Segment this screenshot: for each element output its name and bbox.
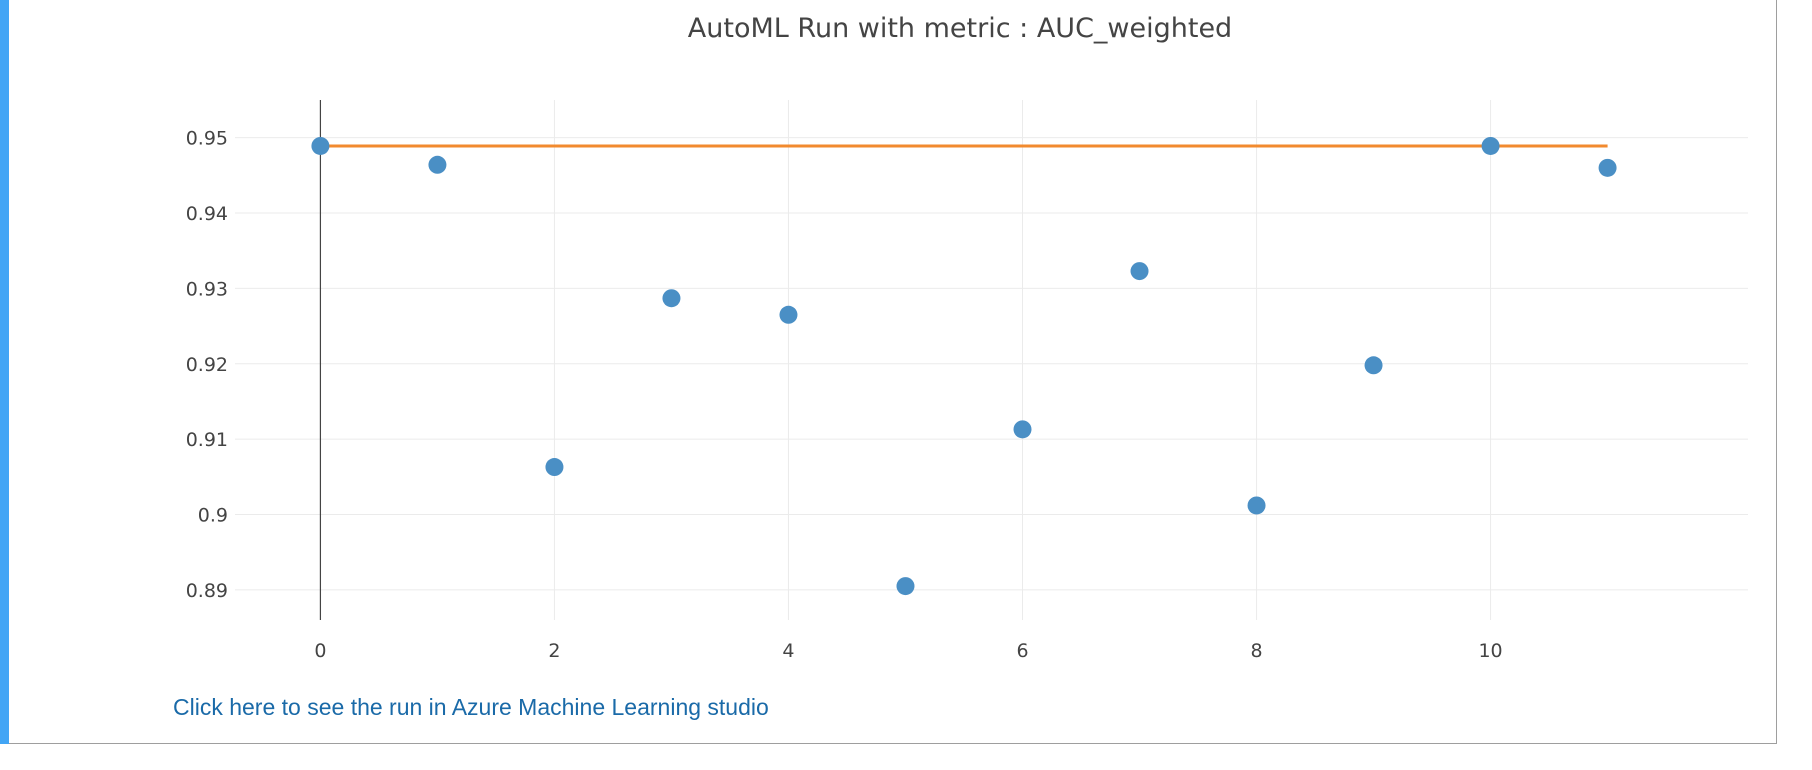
y-tick-label: 0.92 xyxy=(186,354,228,376)
point-layer xyxy=(311,136,1617,596)
accent-bar xyxy=(0,0,9,744)
data-point xyxy=(1364,356,1383,375)
data-point xyxy=(428,155,447,174)
x-tick-label: 6 xyxy=(1016,640,1028,662)
x-tick-label: 0 xyxy=(314,640,326,662)
y-tick-label: 0.93 xyxy=(186,278,228,300)
x-tick-label: 2 xyxy=(548,640,560,662)
y-tick-label: 0.94 xyxy=(186,203,228,225)
data-point xyxy=(1130,262,1149,281)
y-tick-label: 0.9 xyxy=(198,504,228,526)
data-point xyxy=(896,577,915,596)
y-tick-label: 0.95 xyxy=(186,128,228,150)
data-point xyxy=(779,305,798,324)
data-point xyxy=(662,289,681,308)
azure-studio-link[interactable]: Click here to see the run in Azure Machi… xyxy=(173,694,769,720)
y-tick-label: 0.91 xyxy=(186,429,228,451)
data-point xyxy=(1247,496,1266,515)
axis-layer: 0 2 4 6 8 10 0.89 0.9 0.91 0.92 0.93 0.94 0.95 xyxy=(186,100,1503,662)
y-tick-label: 0.89 xyxy=(186,580,228,602)
data-point xyxy=(1013,420,1032,439)
chart-title: AutoML Run with metric : AUC_weighted xyxy=(688,13,1232,44)
grid-layer xyxy=(235,100,1748,620)
data-point xyxy=(311,136,330,155)
x-tick-label: 8 xyxy=(1250,640,1262,662)
data-point xyxy=(545,458,564,477)
data-point xyxy=(1481,136,1500,155)
output-frame xyxy=(9,0,1777,744)
x-tick-label: 10 xyxy=(1478,640,1502,662)
x-tick-label: 4 xyxy=(782,640,794,662)
data-point xyxy=(1598,158,1617,177)
scatter-chart: AutoML Run with metric : AUC_weighted 0 2… xyxy=(186,13,1748,662)
